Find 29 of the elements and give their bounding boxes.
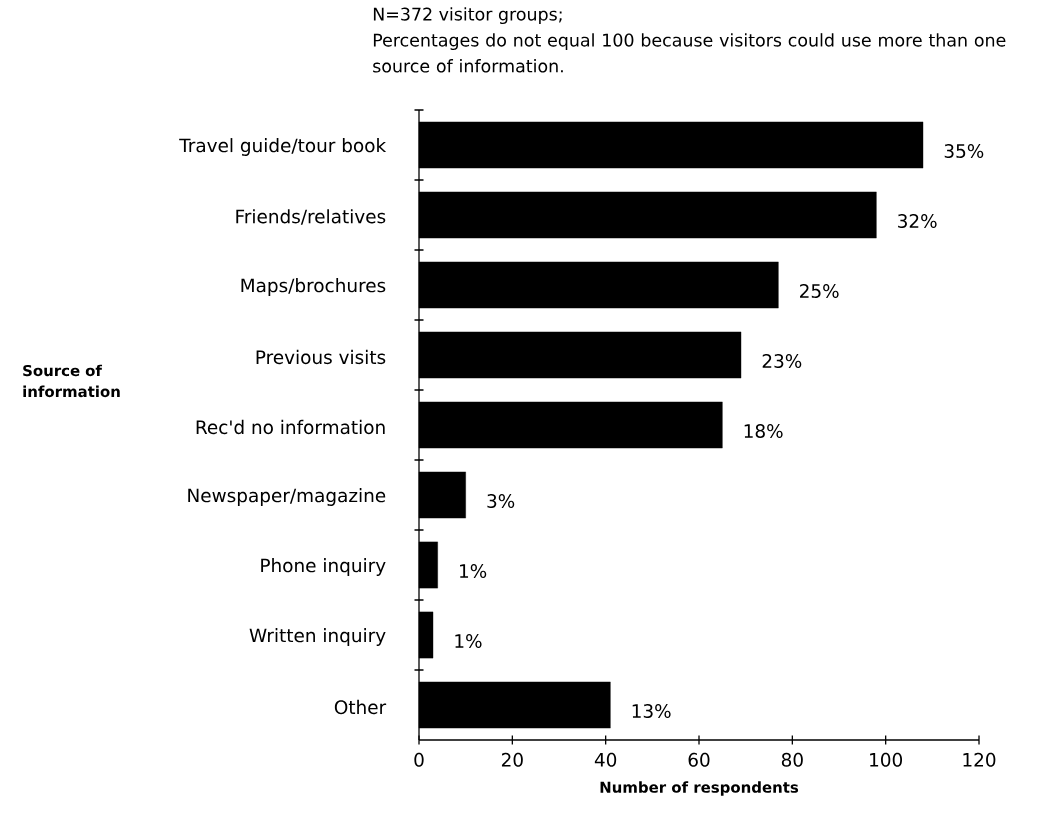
annotation: 1% xyxy=(455,634,482,648)
annotation: 32% xyxy=(898,214,937,228)
y-tick-label: Phone inquiry xyxy=(261,558,386,576)
text: Percentages do not equal 100 because visitors could use more than one source of information. xyxy=(373,33,1006,73)
annotation: 13% xyxy=(632,704,671,718)
annotation: 1% xyxy=(460,564,487,578)
x-tick-label: 80 xyxy=(781,752,803,767)
x-tick-label: 120 xyxy=(963,752,996,767)
y-tick-label: Maps/brochures xyxy=(241,278,386,296)
y-axis-title: Source of information xyxy=(23,364,120,398)
annotation: 35% xyxy=(944,144,984,158)
annotation: 18% xyxy=(744,424,783,438)
x-axis-title: Number of respondents xyxy=(600,781,799,796)
y-tick-label: Other xyxy=(334,699,387,715)
annotation: 3% xyxy=(487,494,515,508)
y-tick-label: Previous visits xyxy=(256,349,386,365)
x-tick-label: 100 xyxy=(870,752,903,767)
y-tick-label: Travel guide/tour book xyxy=(179,138,387,156)
x-tick-label: 0 xyxy=(414,752,424,767)
y-tick-label: Rec'd no information xyxy=(196,419,385,435)
y-tick-label: Friends/relatives xyxy=(236,209,386,225)
chart-title: N=372 visitor groups; xyxy=(373,7,562,25)
y-tick-label: Written inquiry xyxy=(249,628,386,646)
x-tick-label: 40 xyxy=(594,752,617,767)
annotation: 25% xyxy=(800,284,839,298)
x-tick-label: 60 xyxy=(688,752,710,767)
x-tick-label: 20 xyxy=(501,752,523,767)
annotation: 23% xyxy=(762,354,802,368)
y-tick-label: Newspaper/magazine xyxy=(188,488,386,506)
